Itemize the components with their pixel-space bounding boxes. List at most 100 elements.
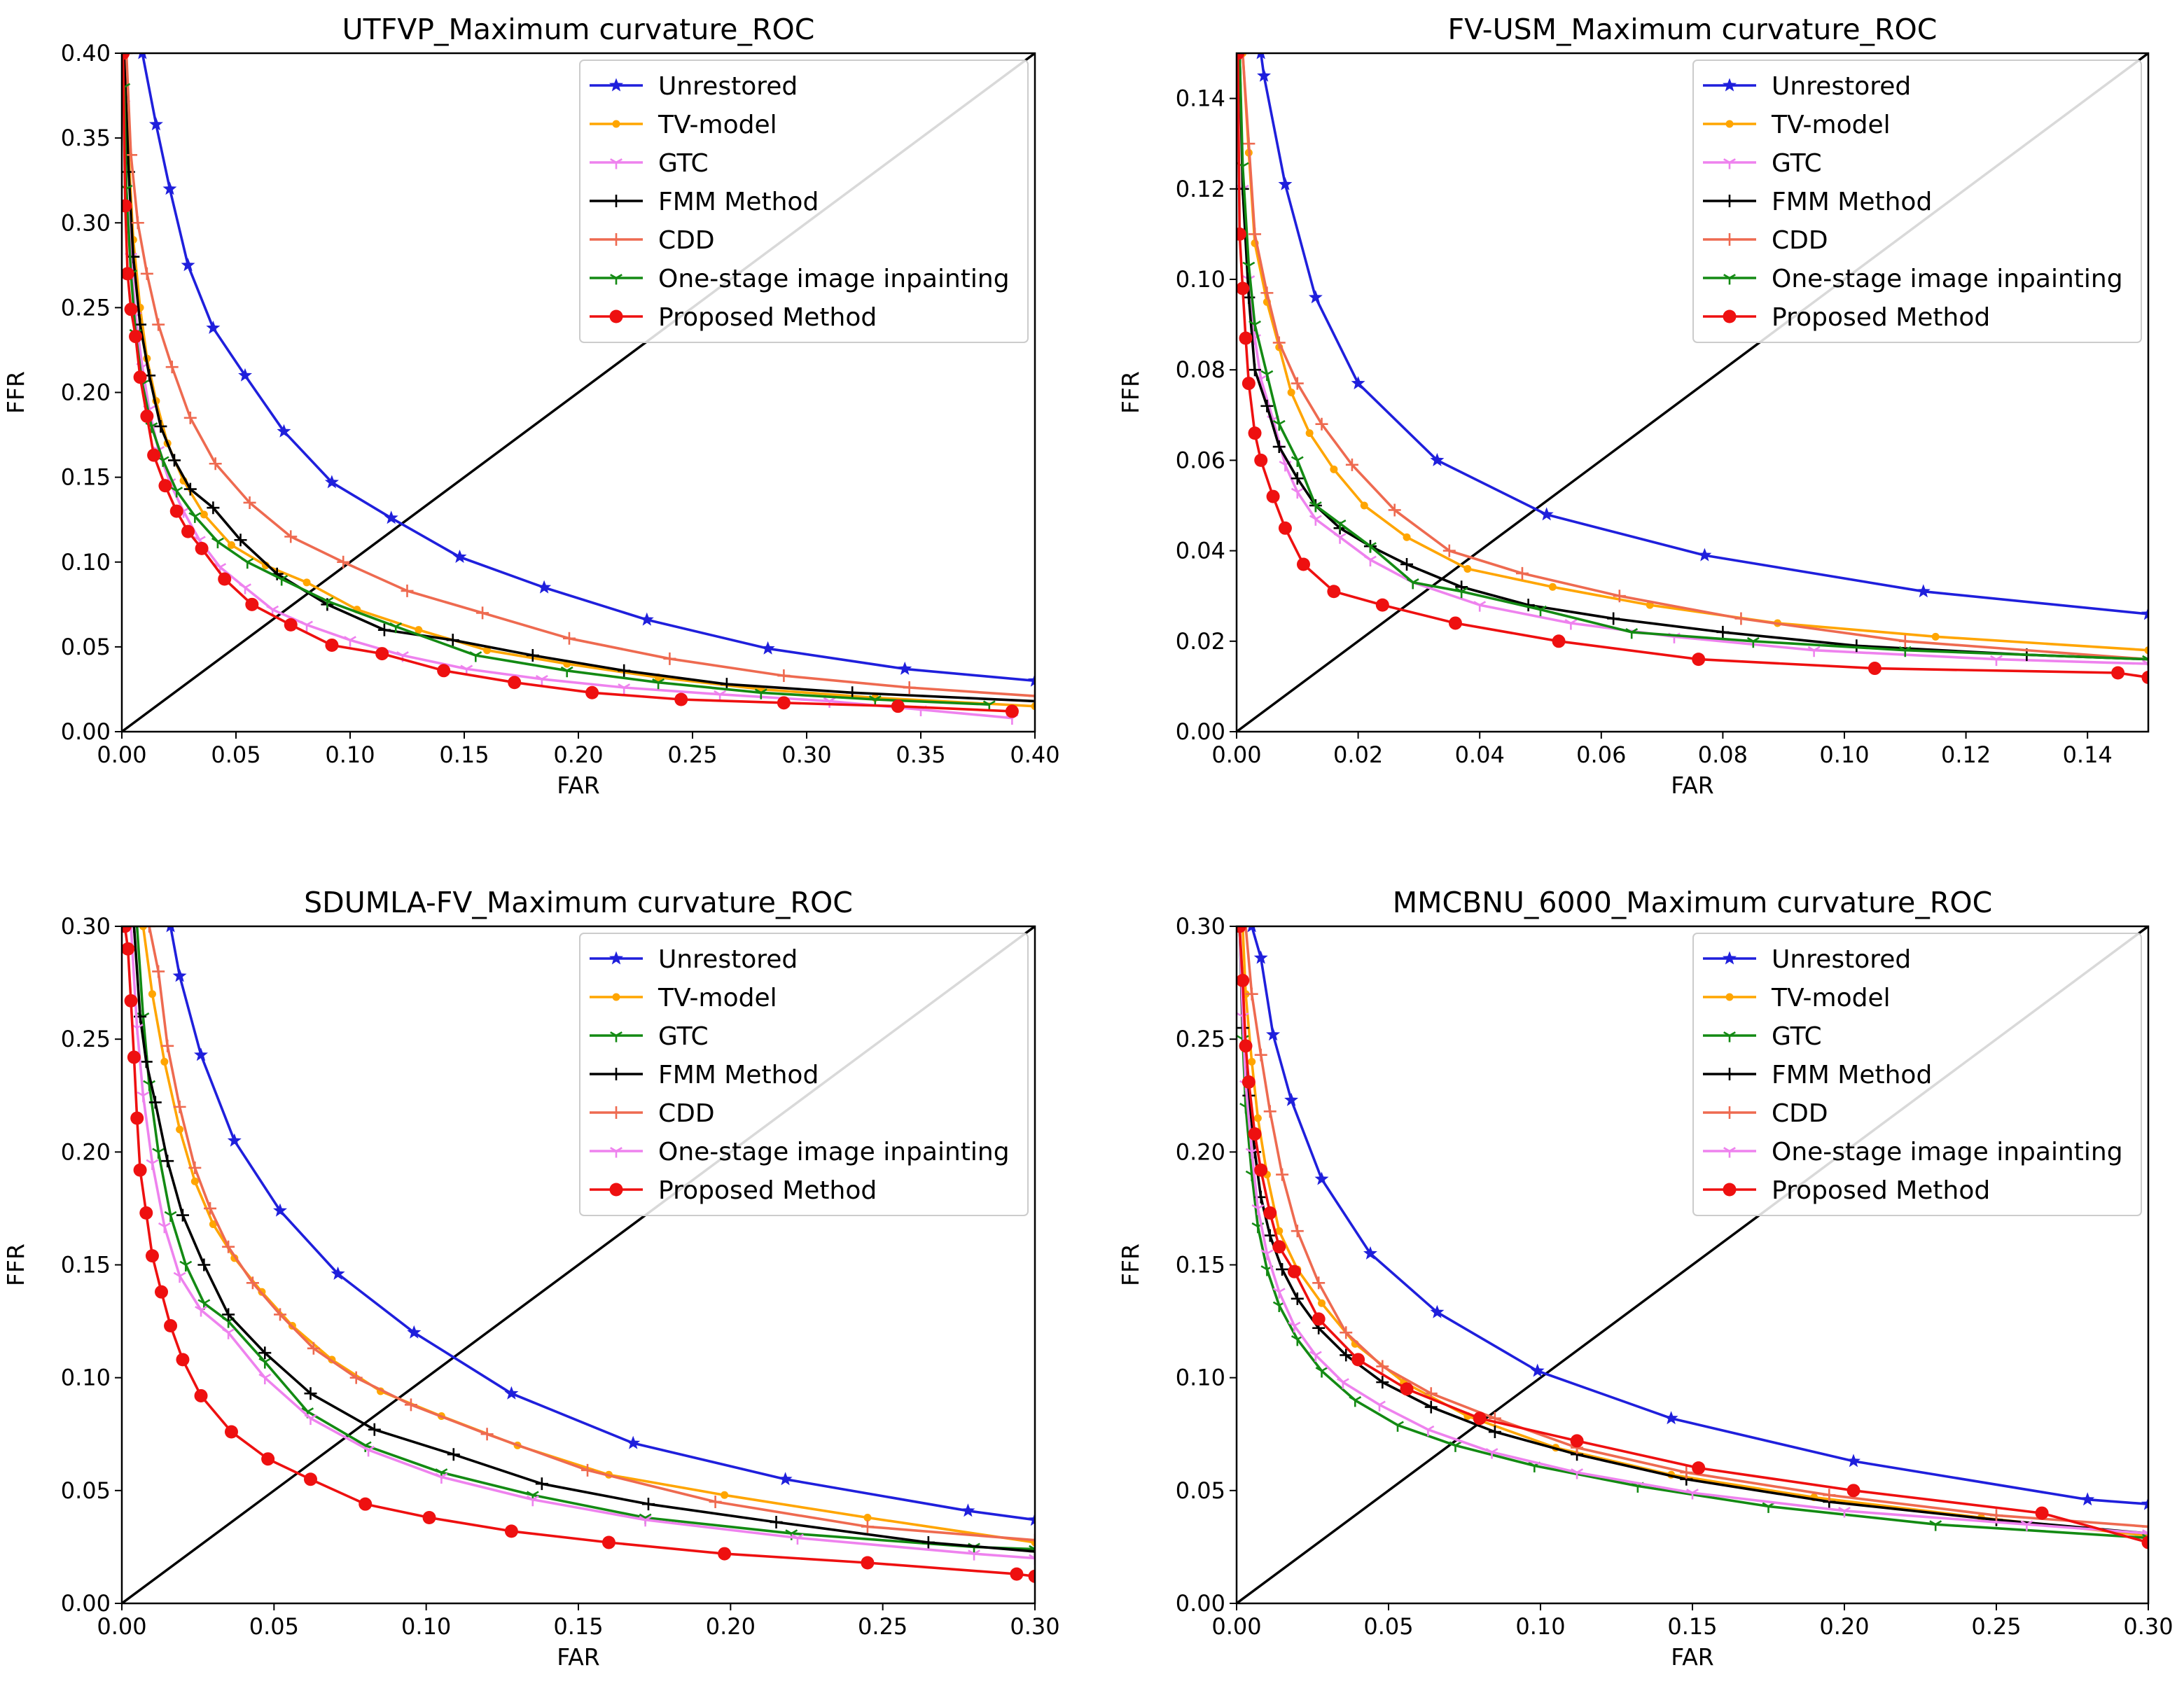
data-point [200, 510, 208, 519]
data-point [258, 1358, 272, 1369]
data-point [122, 926, 132, 933]
y-tick-label: 0.30 [61, 209, 111, 236]
data-point [1260, 370, 1274, 382]
data-point [324, 475, 339, 489]
data-point [275, 575, 288, 586]
y-tick-label: 0.10 [61, 549, 111, 576]
data-point [1249, 228, 1262, 241]
data-point [1723, 309, 1737, 323]
data-point [609, 309, 623, 323]
y-tick-label: 0.15 [1176, 1252, 1225, 1279]
legend: Unrestored TV-model GTC FMM Method CDD One-st… [579, 60, 1029, 343]
data-point [1291, 472, 1304, 485]
data-point [1376, 1376, 1389, 1389]
data-point [1571, 1468, 1583, 1479]
data-point [1473, 601, 1487, 612]
data-point [585, 685, 599, 699]
data-point [1327, 585, 1341, 599]
data-point [152, 1148, 165, 1159]
data-point [218, 572, 232, 586]
chart-title: UTFVP_Maximum curvature_ROC [342, 13, 815, 46]
panel-sdumla-fv: 0.00 0.05 0.10 0.15 0.20 0.25 0.30 0.00 0.05 0.10… [2, 886, 1060, 1671]
data-point [639, 1515, 652, 1527]
data-point [437, 664, 451, 678]
legend-label: GTC [658, 1022, 709, 1051]
x-tick-label: 0.00 [97, 741, 146, 768]
data-point [1448, 616, 1462, 630]
legend-box [1692, 933, 2142, 1216]
data-point [770, 1515, 783, 1528]
x-tick-label: 0.30 [2123, 1613, 2173, 1640]
data-point [176, 1125, 184, 1134]
data-point [1485, 1448, 1498, 1459]
x-tick-label: 0.25 [667, 741, 717, 768]
y-tick-label: 0.25 [61, 1026, 111, 1052]
data-point [284, 618, 298, 632]
data-point [1312, 1312, 1326, 1326]
data-point [483, 646, 492, 655]
data-point [1248, 1127, 1262, 1141]
data-point [1725, 120, 1734, 128]
data-point [146, 1159, 159, 1170]
legend-item: TV-model [1703, 984, 1891, 1012]
series-unrestored [138, 53, 1035, 687]
data-point [1375, 598, 1389, 612]
y-axis-label: FFR [1117, 371, 1144, 414]
data-point [1463, 564, 1472, 573]
data-point [777, 696, 791, 710]
x-axis-label: FAR [1671, 1643, 1713, 1671]
data-point [1929, 1520, 1942, 1531]
data-point [194, 1388, 208, 1402]
data-point [610, 158, 622, 169]
data-point [718, 1547, 732, 1561]
data-point [1028, 1512, 1035, 1526]
data-point [1272, 1240, 1286, 1254]
data-point [1272, 419, 1286, 431]
data-point [610, 195, 622, 207]
data-point [1272, 440, 1286, 454]
data-point [1336, 1378, 1349, 1389]
data-point [197, 1258, 211, 1272]
data-point [1351, 1353, 1365, 1367]
data-point [155, 1285, 169, 1299]
data-point [1345, 458, 1358, 471]
plot-content [1237, 926, 2148, 1603]
data-point [368, 1423, 381, 1436]
data-point [164, 1211, 177, 1222]
data-point [1257, 68, 1271, 82]
data-point [122, 199, 132, 213]
data-point [480, 1428, 494, 1441]
data-point [375, 647, 389, 661]
x-tick-label: 0.02 [1333, 741, 1383, 768]
x-tick-label: 0.35 [896, 741, 945, 768]
series-line [1238, 53, 2148, 661]
data-point [791, 1533, 804, 1545]
data-point [1916, 584, 1931, 598]
legend-item: Unrestored [590, 72, 798, 101]
data-point [1251, 1204, 1265, 1215]
x-tick-label: 0.15 [439, 741, 489, 768]
legend-label: Proposed Method [1772, 1176, 1990, 1205]
data-point [581, 1463, 594, 1477]
legend-label: TV-model [658, 111, 777, 139]
series-line [1238, 53, 2148, 665]
data-point [1028, 673, 1035, 687]
data-point [446, 634, 459, 647]
x-tick-label: 0.08 [1698, 741, 1748, 768]
legend-label: CDD [1772, 226, 1828, 255]
series-proposed-method [1237, 926, 2148, 1549]
data-point [609, 1183, 623, 1197]
legend-label: Proposed Method [1772, 303, 1990, 332]
data-point [1363, 1246, 1377, 1260]
data-point [1613, 590, 1626, 603]
data-point [1263, 1206, 1277, 1220]
data-point [195, 1306, 207, 1317]
data-point [422, 1511, 436, 1525]
data-point [1028, 1569, 1035, 1583]
data-point [612, 120, 620, 128]
data-point [1734, 612, 1748, 625]
data-point [1400, 557, 1414, 571]
plot-content [122, 53, 1035, 732]
series-cdd [122, 53, 1035, 703]
